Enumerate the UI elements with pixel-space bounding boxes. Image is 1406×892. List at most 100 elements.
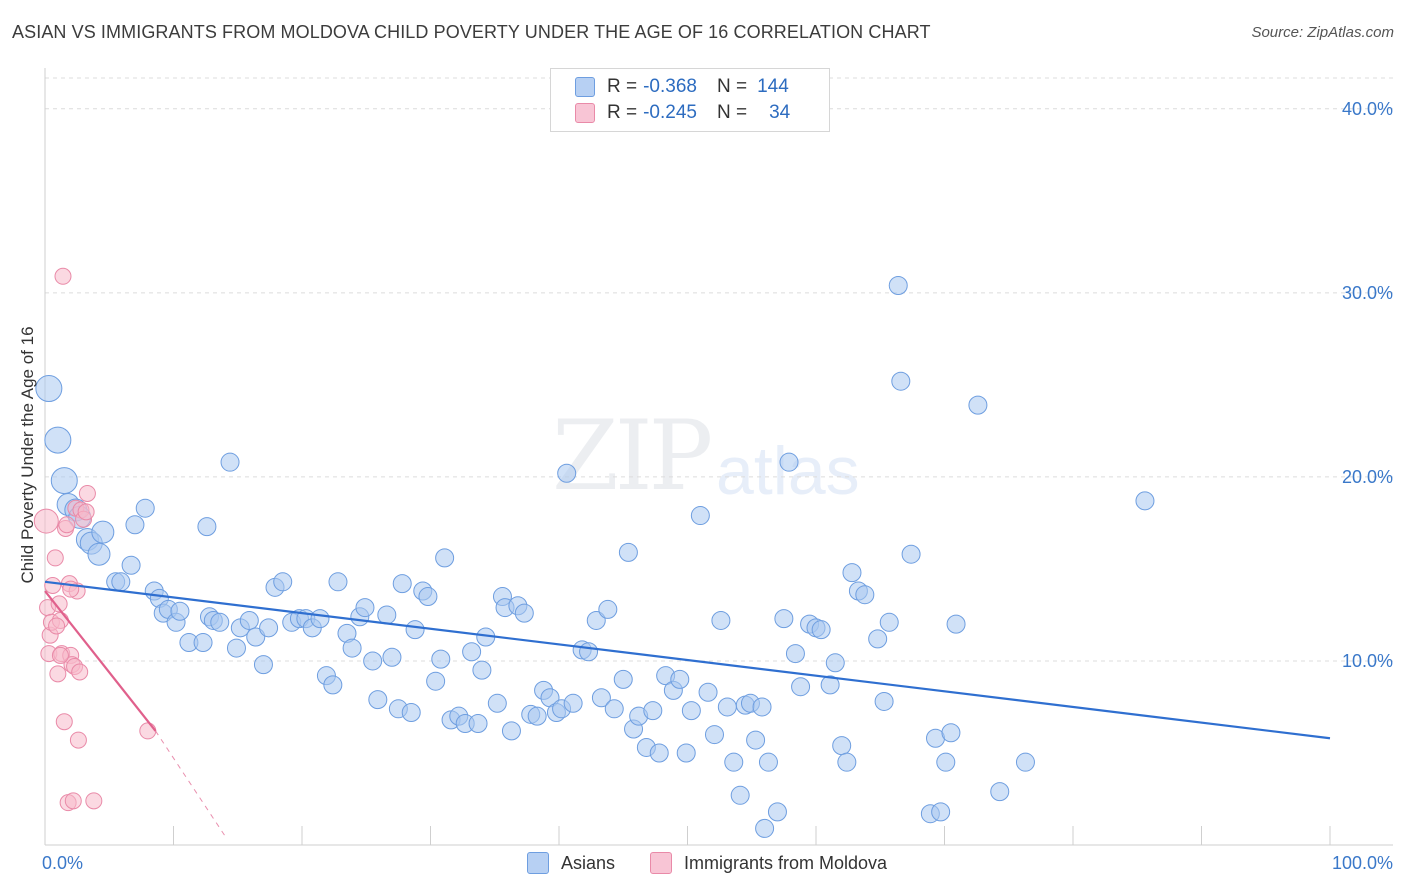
asians-point	[462, 642, 482, 662]
moldova-trend-extension	[155, 730, 226, 837]
asians-point	[273, 572, 293, 592]
asians-point	[730, 785, 750, 805]
asians-point	[44, 426, 72, 454]
legend-item-asians[interactable]: Asians	[527, 852, 615, 874]
legend-r-label: R =	[607, 102, 638, 123]
moldova-legend-swatch	[650, 852, 672, 874]
asians-point	[1135, 491, 1155, 511]
series-legend: Asians Immigrants from Moldova	[0, 852, 1406, 878]
asians-point	[717, 697, 737, 717]
asians-point	[888, 275, 908, 295]
asians-point	[527, 706, 547, 726]
asians-point	[418, 587, 438, 607]
chart-source: Source: ZipAtlas.com	[1251, 24, 1394, 41]
legend-n-value: 144	[757, 76, 789, 97]
asians-point	[253, 655, 273, 675]
legend-r-value: -0.245	[643, 102, 697, 123]
legend-n-value: 34	[769, 102, 791, 123]
asians-point	[323, 675, 343, 695]
asians-point	[363, 651, 383, 671]
asians-point	[426, 671, 446, 691]
asians-point	[931, 802, 951, 822]
moldova-swatch	[575, 103, 595, 123]
asians-point	[591, 688, 611, 708]
asians-point	[649, 743, 669, 763]
moldova-point	[44, 576, 62, 594]
asians-point	[579, 642, 599, 662]
asians-point	[711, 610, 731, 630]
asians-point	[752, 697, 772, 717]
legend-r-label: R =	[607, 76, 638, 97]
asians-point	[121, 555, 141, 575]
moldova-point	[33, 508, 59, 534]
asians-point	[901, 544, 921, 564]
asians-point	[135, 498, 155, 518]
asians-point	[328, 572, 348, 592]
asians-point	[643, 701, 663, 721]
asians-point	[811, 620, 831, 640]
asians-point	[618, 542, 638, 562]
asians-point	[392, 574, 412, 594]
moldova-point	[139, 722, 157, 740]
asians-point	[514, 603, 534, 623]
chart-title: ASIAN VS IMMIGRANTS FROM MOLDOVA CHILD P…	[12, 22, 931, 42]
asians-point	[670, 669, 690, 689]
asians-point	[239, 610, 259, 630]
asians-point	[936, 752, 956, 772]
moldova-point	[78, 484, 96, 502]
asians-point	[681, 701, 701, 721]
legend-r-value: -0.368	[643, 76, 697, 97]
asians-point	[891, 371, 911, 391]
asians-point	[210, 612, 230, 632]
y-tick-label: 40.0%	[1342, 99, 1393, 119]
moldova-point	[71, 663, 89, 681]
asians-point	[704, 725, 724, 745]
asians-point	[501, 721, 521, 741]
asians-point	[879, 612, 899, 632]
y-tick-label: 10.0%	[1342, 651, 1393, 671]
asians-point	[170, 601, 190, 621]
asians-point	[377, 605, 397, 625]
moldova-point	[48, 617, 66, 635]
moldova-legend-label: Immigrants from Moldova	[684, 852, 888, 873]
moldova-point	[77, 503, 95, 521]
tick-labels: 10.0% 20.0% 30.0% 40.0% 0.0% 100.0%	[42, 99, 1393, 873]
asians-point	[785, 644, 805, 664]
asians-point	[193, 633, 213, 653]
moldova-point	[85, 792, 103, 810]
asians-point	[868, 629, 888, 649]
asians-point	[855, 585, 875, 605]
legend-n-label: N =	[716, 102, 748, 123]
moldova-trend-line	[44, 590, 157, 732]
asians-point	[563, 693, 583, 713]
moldova-point	[49, 665, 67, 683]
legend-item-moldova[interactable]: Immigrants from Moldova	[650, 852, 887, 874]
asians-point	[1015, 752, 1035, 772]
asians-point	[246, 627, 266, 647]
axes	[44, 68, 1393, 846]
asians-point	[968, 395, 988, 415]
asians-point	[598, 599, 618, 619]
asians-point	[405, 620, 425, 640]
correlation-legend: R = -0.368 N = 144 R = -0.245 N = 34	[550, 68, 830, 132]
legend-n-label: N =	[716, 76, 748, 97]
moldova-point	[51, 646, 69, 664]
asians-point	[586, 610, 606, 630]
moldova-point	[54, 267, 72, 285]
asians-point	[431, 649, 451, 669]
asians-point	[832, 736, 852, 756]
asians-point	[820, 675, 840, 695]
asians-point	[613, 669, 633, 689]
trend-lines	[44, 580, 1331, 837]
x-tick-label-min: 0.0%	[42, 853, 83, 873]
asians-point	[676, 743, 696, 763]
legend-row-moldova: R = -0.245 N = 34	[575, 101, 790, 125]
asians-point	[874, 691, 894, 711]
x-tick-label-max: 100.0%	[1332, 853, 1393, 873]
moldova-point	[50, 595, 68, 613]
asians-point	[946, 614, 966, 634]
moldova-point	[55, 713, 73, 731]
asians-point	[259, 618, 279, 638]
asians-point	[837, 752, 857, 772]
